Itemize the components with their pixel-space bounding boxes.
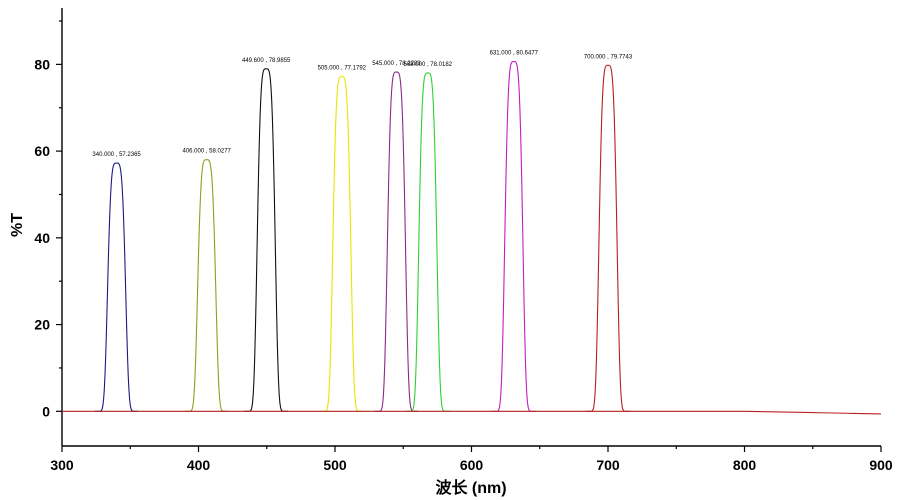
- peak-label: 545.000 , 78.2283: [372, 61, 421, 67]
- peak-label: 340.000 , 57.2365: [92, 152, 141, 158]
- y-tick-label: 40: [34, 230, 50, 246]
- peak-label: 568.000 , 78.0182: [404, 62, 453, 68]
- x-tick-label: 600: [460, 457, 484, 473]
- series-line-4: [374, 71, 419, 412]
- series-line-6: [491, 61, 536, 412]
- baseline-line: [62, 410, 882, 415]
- x-tick-label: 900: [869, 457, 893, 473]
- series-line-2: [244, 68, 289, 412]
- series-line-0: [94, 162, 139, 412]
- peak-label: 505.000 , 77.1792: [318, 66, 367, 72]
- y-tick-label: 20: [34, 317, 50, 333]
- series-line-1: [184, 159, 229, 412]
- series-line-7: [586, 64, 630, 412]
- peak-label: 406.000 , 58.0277: [182, 149, 231, 155]
- x-tick-label: 400: [187, 457, 211, 473]
- traces: [62, 61, 882, 415]
- peak-label: 700.000 , 79.7743: [584, 54, 633, 60]
- y-axis-title: %T: [9, 213, 26, 237]
- series-line-3: [319, 76, 364, 412]
- ticks: 300 400 500 600 700 800 900 0 20 40 60 80: [34, 20, 893, 473]
- x-tick-label: 300: [50, 457, 74, 473]
- y-tick-label: 0: [42, 403, 50, 419]
- x-tick-label: 800: [733, 457, 757, 473]
- peak-label: 631.000 , 80.6477: [490, 51, 539, 57]
- peak-labels: 340.000 , 57.2365 406.000 , 58.0277 449.60…: [92, 51, 632, 159]
- series-line-5: [405, 72, 450, 412]
- peak-label: 449.600 , 78.9855: [242, 58, 291, 64]
- x-tick-label: 700: [596, 457, 620, 473]
- x-axis-title: 波长 (nm): [435, 478, 506, 497]
- y-tick-label: 60: [34, 143, 50, 159]
- y-tick-label: 80: [34, 56, 50, 72]
- x-tick-label: 500: [323, 457, 347, 473]
- axes: [61, 8, 881, 447]
